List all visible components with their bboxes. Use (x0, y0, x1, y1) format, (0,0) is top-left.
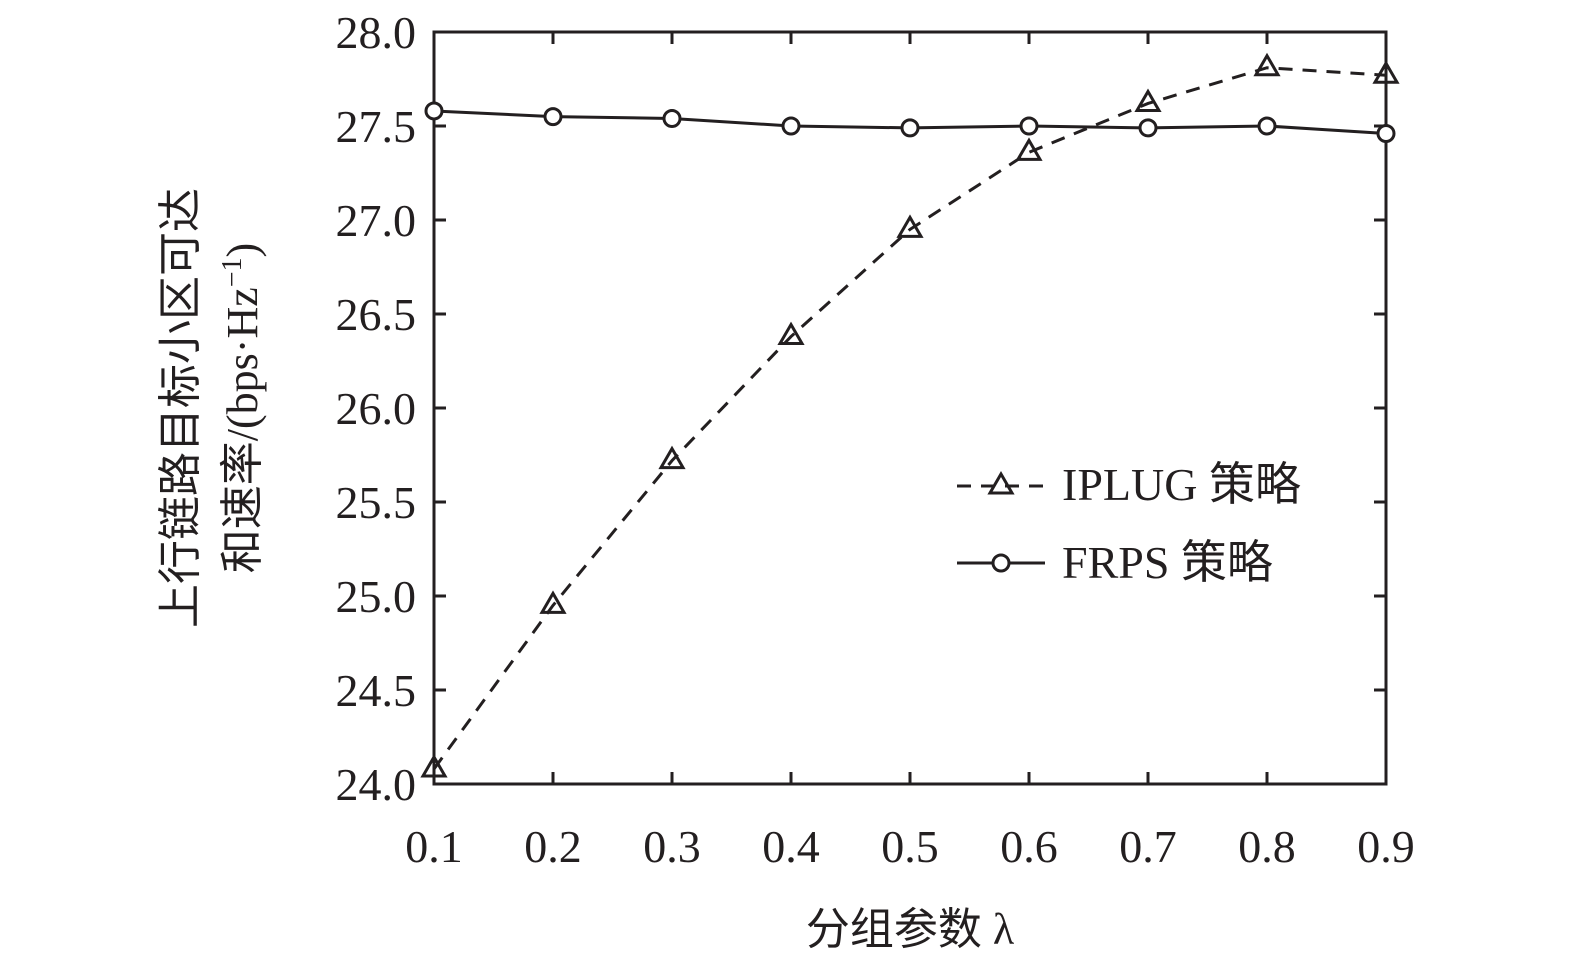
y-axis-title-close: ) (218, 243, 267, 258)
data-point-triangle (1134, 88, 1162, 112)
y-axis-title-superscript: −1 (217, 257, 248, 287)
data-point-triangle (1372, 60, 1400, 84)
y-axis-title: 上行链路目标小区可达 和速率/(bps·Hz−1) (156, 188, 267, 628)
legend-item-iplug: IPLUG 策略 (957, 459, 1301, 510)
legend-marker-circle (991, 553, 1011, 573)
x-tick-label: 0.5 (881, 821, 939, 872)
data-point-circle (1376, 124, 1396, 144)
legend-item-frps: FRPS 策略 (957, 537, 1273, 588)
data-point-circle (1138, 118, 1158, 138)
data-point-triangle (896, 214, 924, 238)
x-axis-ticks: 0.1 0.2 0.3 0.4 0.5 0.6 0.7 0.8 0.9 (405, 32, 1415, 872)
y-tick-label: 25.5 (336, 477, 417, 528)
legend-label-frps: FRPS 策略 (1062, 537, 1273, 588)
data-point-triangle (777, 321, 805, 346)
x-tick-label: 0.7 (1119, 821, 1177, 872)
legend: IPLUG 策略 FRPS 策略 (957, 459, 1301, 588)
x-tick-label: 0.3 (643, 821, 701, 872)
data-point-circle (543, 107, 563, 127)
y-tick-label: 24.5 (336, 665, 417, 716)
x-tick-label: 0.9 (1357, 821, 1415, 872)
y-axis-title-line1: 上行链路目标小区可达 (156, 188, 205, 628)
y-tick-label: 27.5 (336, 101, 417, 152)
y-tick-label: 28.0 (336, 7, 417, 58)
series-layer (420, 52, 1400, 778)
data-point-triangle (658, 445, 686, 470)
y-tick-label: 24.0 (336, 759, 417, 810)
y-axis-ticks: 24.0 24.5 25.0 25.5 26.0 26.5 27.0 27.5 28.0 (336, 7, 1386, 810)
y-tick-label: 26.0 (336, 383, 417, 434)
data-point-triangle (1253, 52, 1281, 77)
data-point-circle (662, 108, 682, 128)
x-tick-label: 0.8 (1238, 821, 1296, 872)
x-tick-label: 0.6 (1000, 821, 1058, 872)
y-tick-label: 27.0 (336, 195, 417, 246)
x-tick-label: 0.1 (405, 821, 463, 872)
data-point-circle (900, 118, 920, 138)
x-tick-label: 0.4 (762, 821, 820, 872)
y-axis-title-unit: 和速率/(bps·Hz (218, 287, 267, 573)
series-line-0 (432, 66, 1387, 770)
data-point-circle (1257, 116, 1277, 136)
x-axis-title: 分组参数 λ (806, 905, 1015, 954)
data-point-circle (781, 116, 801, 136)
legend-label-iplug: IPLUG 策略 (1062, 459, 1301, 510)
y-tick-label: 26.5 (336, 289, 417, 340)
plot-frame (432, 30, 1388, 786)
legend-marker-triangle (987, 471, 1015, 495)
data-point-triangle (1015, 137, 1043, 161)
data-point-triangle (420, 753, 448, 778)
data-point-circle (424, 101, 444, 121)
data-point-circle (1019, 116, 1039, 136)
x-tick-label: 0.2 (524, 821, 582, 872)
data-point-triangle (539, 590, 567, 614)
y-tick-label: 25.0 (336, 571, 417, 622)
y-axis-title-line2: 和速率/(bps·Hz−1) (217, 243, 267, 573)
